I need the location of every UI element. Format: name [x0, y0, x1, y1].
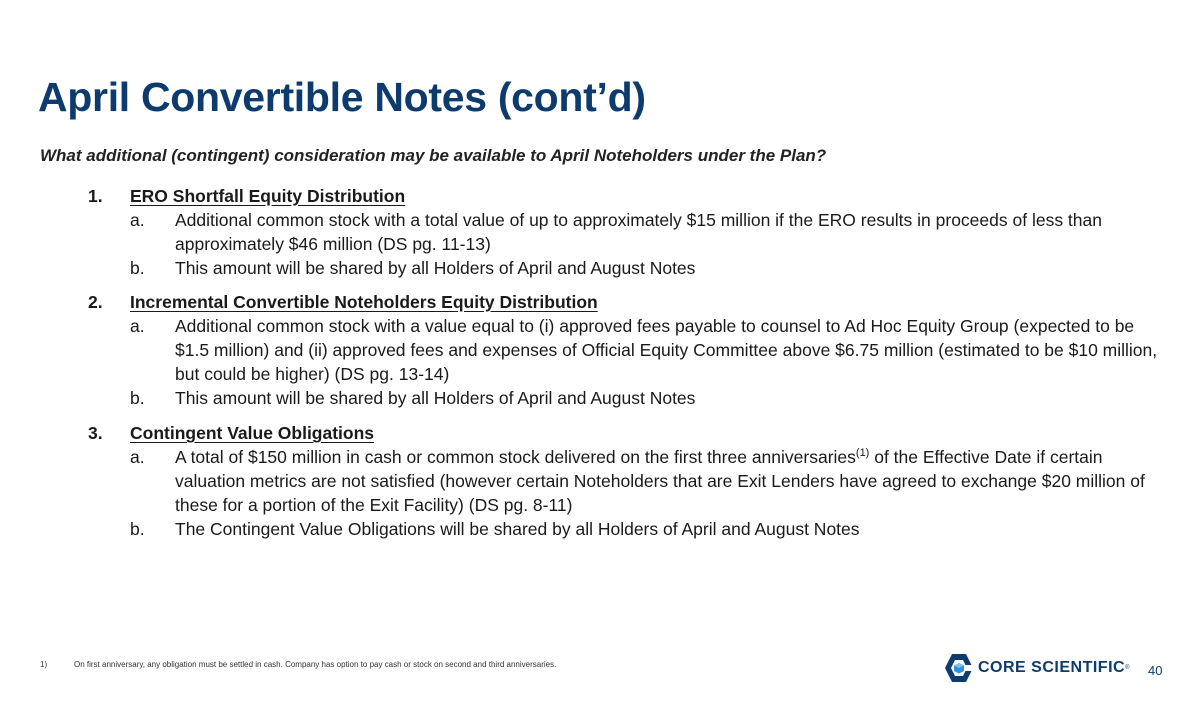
- footnote: 1) On first anniversary, any obligation …: [40, 660, 556, 669]
- hexagon-cube-icon: [945, 654, 974, 682]
- section-number: 3.: [88, 423, 103, 443]
- section-heading: Incremental Convertible Noteholders Equi…: [130, 292, 598, 312]
- list-item: b. The Contingent Value Obligations will …: [130, 517, 1168, 541]
- item-text: The Contingent Value Obligations will be…: [175, 519, 860, 539]
- item-letter: b.: [130, 519, 145, 539]
- section-heading: Contingent Value Obligations: [130, 423, 375, 443]
- section-number: 1.: [88, 186, 103, 206]
- item-text: A total of $150 million in cash or commo…: [175, 447, 1145, 515]
- item-text: Additional common stock with a value equ…: [175, 316, 1158, 384]
- section-ero-shortfall: 1. ERO Shortfall Equity Distribution a. Ad…: [88, 184, 1168, 280]
- logo-text: CORE SCIENTIFIC: [978, 659, 1126, 676]
- item-letter: a.: [130, 316, 145, 336]
- list-item: a. A total of $150 million in cash or com…: [130, 445, 1168, 517]
- registered-mark: ®: [1125, 665, 1130, 671]
- list-item: a. Additional common stock with a total v…: [130, 208, 1168, 256]
- item-text: Additional common stock with a total val…: [175, 210, 1102, 254]
- list-item: b. This amount will be shared by all Hold…: [130, 256, 1168, 280]
- list-item: a. Additional common stock with a value e…: [130, 314, 1168, 386]
- item-letter: b.: [130, 388, 145, 408]
- page-title: April Convertible Notes (cont’d): [38, 74, 646, 120]
- section-contingent-value: 3. Contingent Value Obligations a. A total…: [88, 421, 1168, 541]
- list-item: b. This amount will be shared by all Hold…: [130, 386, 1168, 410]
- section-number: 2.: [88, 292, 103, 312]
- footnote-number: 1): [40, 660, 48, 669]
- item-letter: a.: [130, 210, 145, 230]
- page-subtitle: What additional (contingent) considerati…: [40, 146, 827, 165]
- item-text: This amount will be shared by all Holder…: [175, 258, 696, 278]
- core-scientific-logo: CORE SCIENTIFIC ®: [944, 653, 1129, 683]
- item-text: This amount will be shared by all Holder…: [175, 388, 696, 408]
- section-heading: ERO Shortfall Equity Distribution: [130, 186, 406, 206]
- page-number: 40: [1148, 663, 1163, 678]
- item-letter: a.: [130, 447, 145, 467]
- item-letter: b.: [130, 258, 145, 278]
- section-incremental-equity: 2. Incremental Convertible Noteholders Eq…: [88, 290, 1168, 410]
- footnote-ref: (1): [855, 447, 870, 460]
- footnote-text: On first anniversary, any obligation mus…: [74, 660, 557, 669]
